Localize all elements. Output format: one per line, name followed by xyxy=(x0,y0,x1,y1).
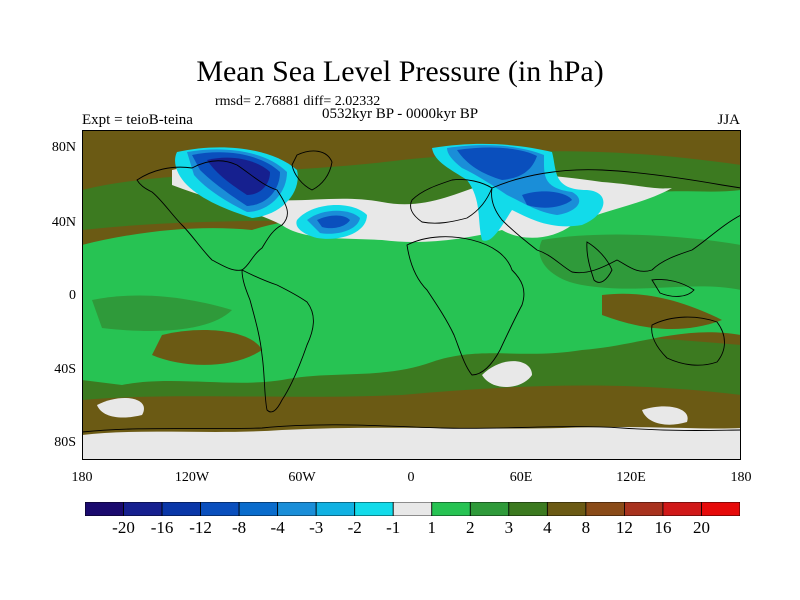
colorbar-label: -4 xyxy=(270,518,285,537)
coastline-se-asia-islands xyxy=(651,279,695,297)
period-text: 0532kyr BP - 0000kyr BP xyxy=(322,106,479,122)
colorbar-label: -12 xyxy=(189,518,212,537)
x-tick-label: 180 xyxy=(730,470,752,485)
colorbar-swatch xyxy=(277,502,317,516)
field-brown-india xyxy=(602,293,722,330)
field-blue-dark-eur2 xyxy=(522,191,572,208)
coastline-australia xyxy=(651,316,725,366)
colorbar xyxy=(85,502,740,516)
coastlines xyxy=(82,150,741,433)
plot-title: Mean Sea Level Pressure (in hPa) xyxy=(196,55,604,88)
x-tick-label: 60E xyxy=(509,470,533,485)
colorbar-swatch xyxy=(354,502,394,516)
colorbar-swatch xyxy=(431,502,471,516)
coastline-greenland xyxy=(291,150,333,191)
pressure-map xyxy=(82,130,741,460)
colorbar-swatch xyxy=(392,502,433,516)
coastline-antarctica xyxy=(82,424,741,433)
x-tick-label: 60W xyxy=(288,470,316,485)
coastline-asia xyxy=(491,169,741,274)
colorbar-swatch xyxy=(85,502,124,516)
field-midgreen-east xyxy=(539,234,741,290)
season-label: JJA xyxy=(717,112,740,128)
colorbar-label: 1 xyxy=(427,518,437,537)
colorbar-label: 20 xyxy=(692,518,710,537)
map-frame xyxy=(82,130,741,460)
colorbar-label: -3 xyxy=(309,518,324,537)
field-white-south-indian xyxy=(642,406,688,425)
field-midgreen-west xyxy=(92,295,232,331)
x-tick-label: 120E xyxy=(616,470,646,485)
colorbar-label: -2 xyxy=(347,518,362,537)
colorbar-swatch xyxy=(546,502,587,516)
x-tick-label: 0 xyxy=(407,470,415,485)
colorbar-swatch xyxy=(123,502,163,516)
field-white-south-pacific xyxy=(97,397,144,418)
colorbar-swatch xyxy=(161,502,201,516)
coastline-north-america xyxy=(136,160,288,271)
field-white-antarctic xyxy=(82,427,741,460)
coastline-europe xyxy=(410,179,493,224)
colorbar-swatch xyxy=(200,502,240,516)
colorbar-label: -1 xyxy=(386,518,401,537)
field-blue-deep-na xyxy=(207,157,270,195)
colorbar-label: -8 xyxy=(232,518,247,537)
colorbar-label: 3 xyxy=(504,518,514,537)
colorbar-label: 8 xyxy=(581,518,591,537)
y-tick-label: 0 xyxy=(69,288,76,303)
y-tick-label: 80N xyxy=(51,140,76,155)
colorbar-label: 2 xyxy=(466,518,475,537)
coastline-africa xyxy=(406,236,525,376)
colorbar-swatch xyxy=(469,502,510,516)
y-tick-label: 40N xyxy=(51,215,76,230)
field-brown-south-pacific xyxy=(152,330,262,365)
colorbar-label: -20 xyxy=(112,518,135,537)
y-tick-label: 80S xyxy=(54,435,76,450)
coastline-south-america xyxy=(241,269,314,413)
colorbar-swatch xyxy=(508,502,548,516)
experiment-label: Expt = teioB-teina xyxy=(82,112,193,128)
y-tick-label: 40S xyxy=(54,362,76,377)
colorbar-label: -16 xyxy=(150,518,174,537)
colorbar-swatch xyxy=(315,502,356,516)
colorbar-swatch xyxy=(585,502,625,516)
x-tick-label: 120W xyxy=(174,470,210,485)
field-blue-dark-atl xyxy=(317,215,350,229)
coastline-india xyxy=(586,241,613,283)
x-tick-label: 180 xyxy=(71,470,93,485)
colorbar-swatch xyxy=(624,502,664,516)
colorbar-label: 4 xyxy=(543,518,552,537)
colorbar-swatch xyxy=(238,502,279,516)
field-blue-dark-eur xyxy=(457,147,537,180)
field-white-south-atlantic xyxy=(482,361,532,388)
stats-text: rmsd= 2.76881 diff= 2.02332 xyxy=(215,94,381,109)
colorbar-label: 12 xyxy=(615,518,633,537)
colorbar-swatch xyxy=(701,502,740,516)
colorbar-swatch xyxy=(662,502,702,516)
colorbar-label: 16 xyxy=(654,518,672,537)
